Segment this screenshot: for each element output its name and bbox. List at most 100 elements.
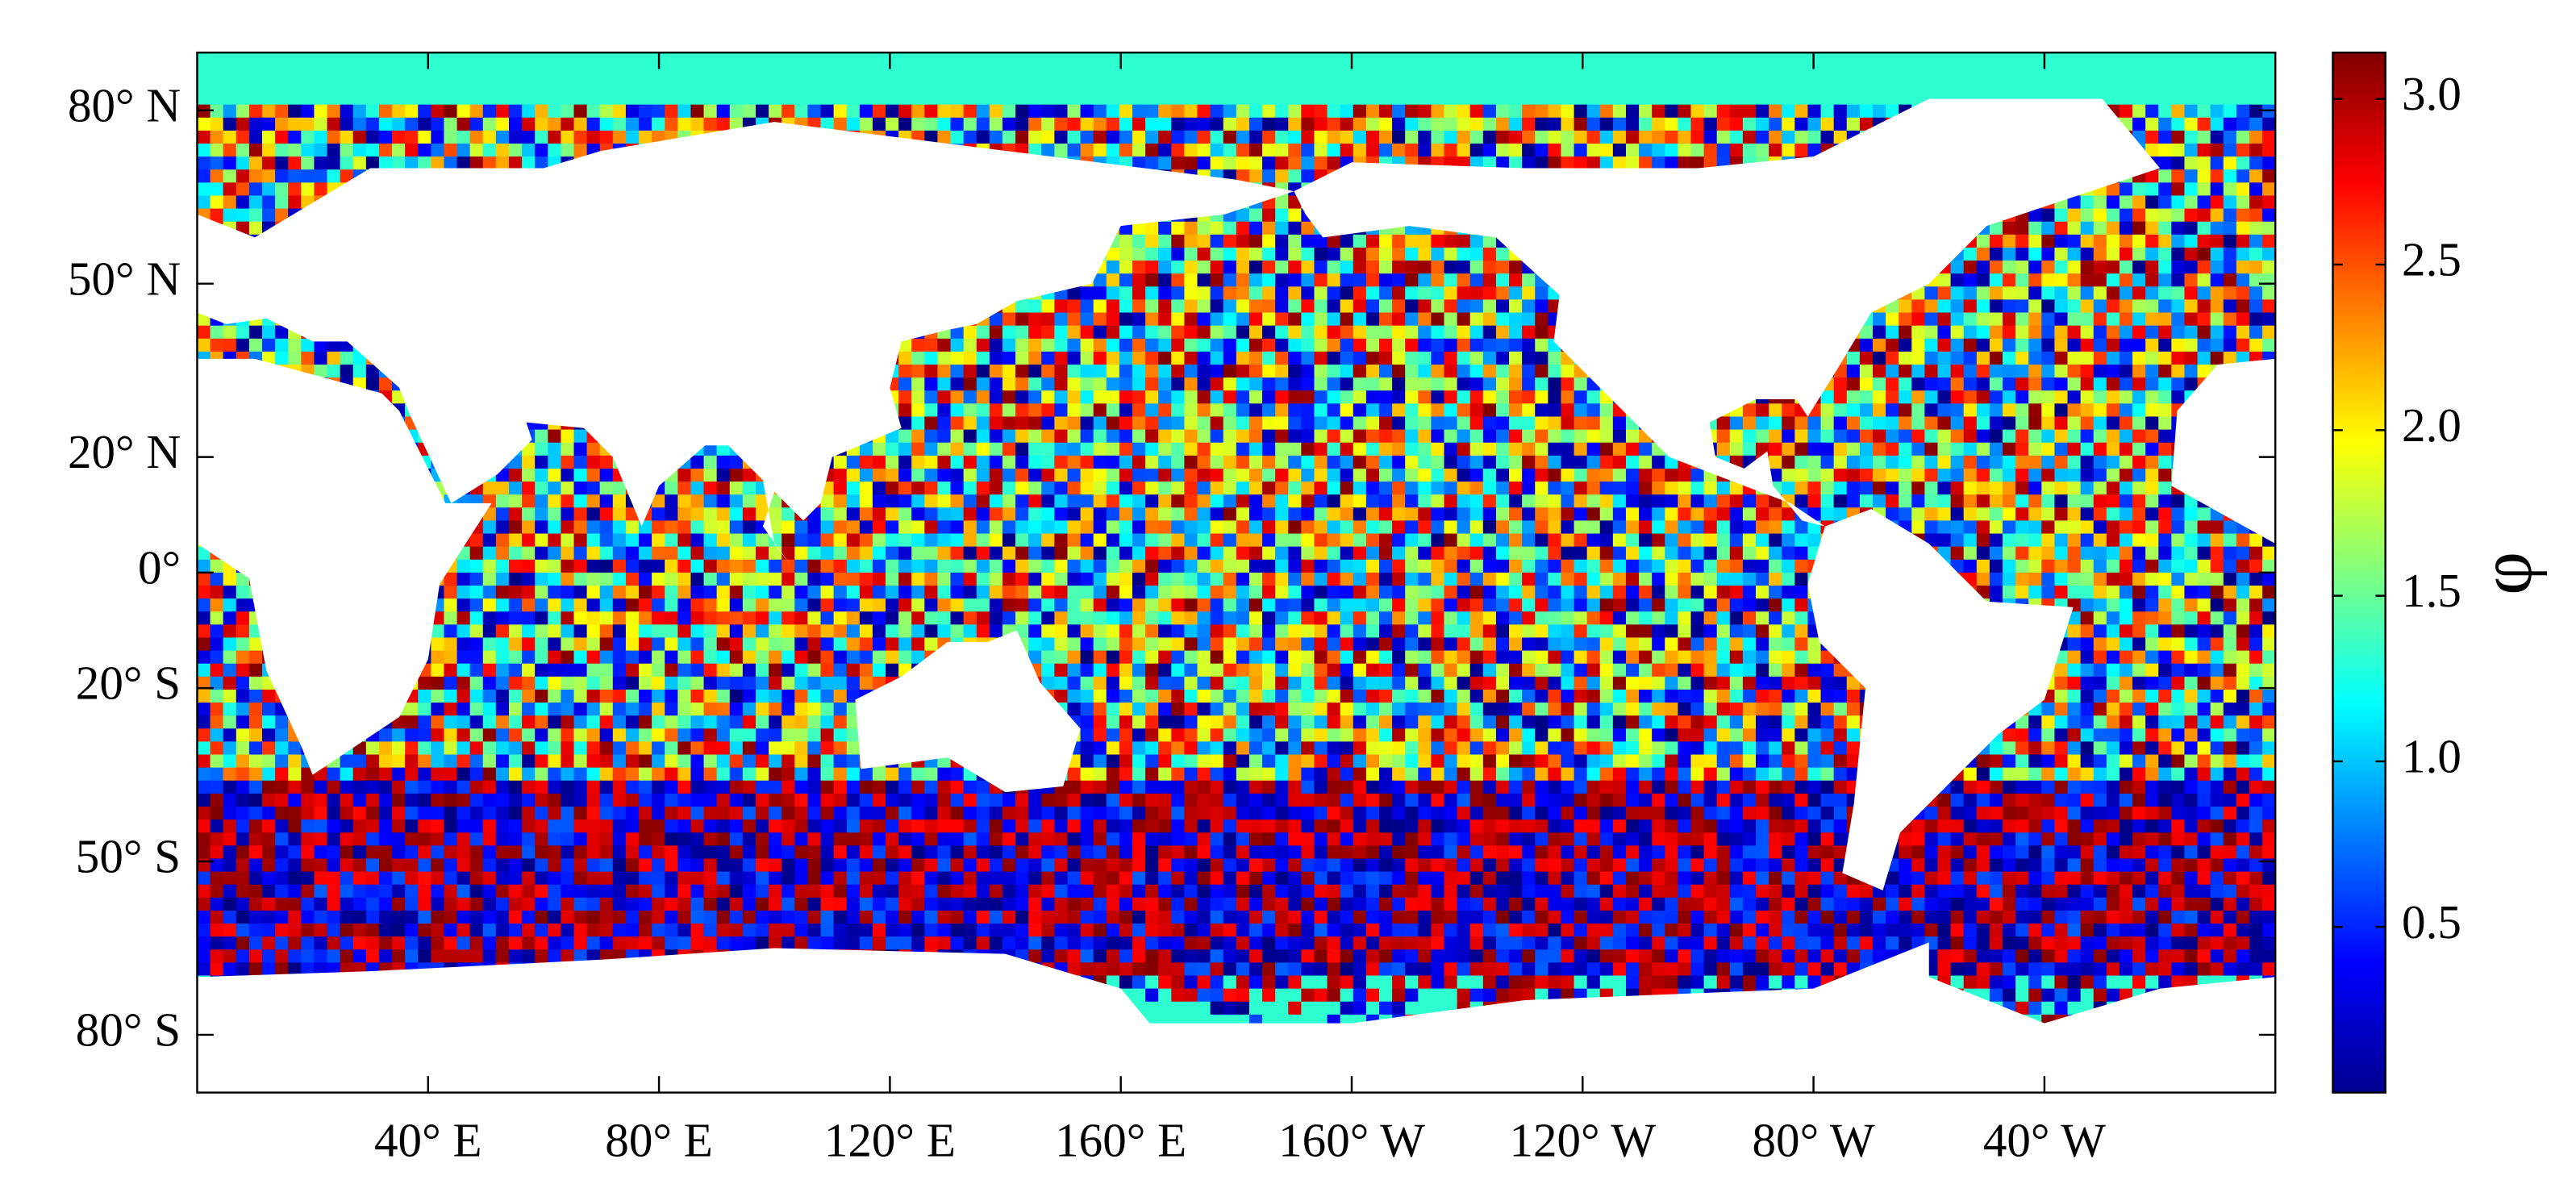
field-cell: [1340, 104, 1354, 119]
field-cell: [1431, 377, 1445, 392]
field-cell: [1924, 286, 1939, 301]
field-cell: [2197, 169, 2211, 184]
field-cell: [2028, 338, 2043, 353]
field-cell: [652, 117, 666, 132]
field-cell: [1535, 144, 1549, 158]
field-cell: [1989, 364, 2004, 379]
field-cell: [1288, 299, 1303, 314]
field-cell: [1522, 286, 1536, 301]
field-cell: [2184, 52, 2199, 67]
field-cell: [2093, 195, 2108, 210]
field-cell: [405, 65, 419, 80]
field-cell: [2119, 234, 2134, 249]
field-cell: [1794, 104, 1809, 119]
field-cell: [2067, 65, 2082, 80]
field-cell: [1509, 144, 1524, 158]
field-cell: [2197, 182, 2211, 197]
field-cell: [1561, 117, 1575, 132]
field-cell: [599, 91, 615, 106]
field-cell: [898, 416, 913, 431]
field-cell: [1886, 377, 1900, 392]
field-cell: [2119, 247, 2134, 262]
field-cell: [1457, 416, 1471, 431]
field-cell: [1275, 221, 1290, 236]
field-cell: [1859, 91, 1874, 106]
field-cell: [2184, 325, 2199, 340]
field-cell: [1469, 299, 1485, 314]
field-cell: [1937, 78, 1952, 93]
field-cell: [508, 117, 523, 132]
field-cell: [1184, 351, 1198, 366]
field-cell: [1431, 325, 1445, 340]
field-cell: [1080, 364, 1094, 379]
field-cell: [2249, 234, 2264, 249]
field-cell: [2223, 208, 2238, 223]
field-cell: [2262, 325, 2276, 340]
field-cell: [1353, 429, 1368, 444]
field-cell: [1041, 429, 1056, 444]
field-cell: [1041, 65, 1056, 80]
field-cell: [1911, 65, 1926, 80]
field-cell: [1158, 273, 1173, 288]
field-cell: [1859, 442, 1874, 457]
field-cell: [197, 195, 211, 210]
field-cell: [1171, 338, 1186, 353]
field-cell: [1482, 416, 1498, 431]
field-cell: [1522, 52, 1536, 67]
field-cell: [1002, 403, 1017, 418]
field-cell: [833, 104, 848, 119]
field-cell: [1210, 144, 1224, 158]
field-cell: [2210, 169, 2225, 184]
field-cell: [248, 208, 264, 223]
field-cell: [1742, 429, 1757, 444]
field-cell: [482, 65, 498, 80]
field-cell: [1561, 429, 1575, 444]
field-cell: [716, 91, 731, 106]
field-cell: [652, 65, 666, 80]
field-cell: [1716, 117, 1732, 132]
field-cell: [1028, 442, 1043, 457]
field-cell: [1846, 403, 1861, 418]
field-cell: [1482, 91, 1498, 106]
field-cell: [2184, 182, 2199, 197]
field-cell: [2145, 429, 2160, 444]
field-cell: [1248, 261, 1264, 275]
field-cell: [652, 91, 666, 106]
field-cell: [573, 78, 588, 93]
field-cell: [1248, 442, 1264, 457]
field-cell: [2171, 299, 2186, 314]
field-cell: [2093, 273, 2108, 288]
field-cell: [352, 364, 368, 379]
field-cell: [1418, 416, 1432, 431]
field-cell: [261, 156, 277, 171]
field-cell: [1301, 403, 1315, 418]
field-cell: [1599, 429, 1615, 444]
field-cell: [1756, 403, 1770, 418]
field-cell: [911, 442, 926, 457]
field-cell: [1378, 325, 1394, 340]
field-cell: [1625, 117, 1640, 132]
field-cell: [1119, 429, 1134, 444]
field-cell: [2145, 78, 2160, 93]
field-cell: [1509, 117, 1524, 132]
field-cell: [2236, 325, 2251, 340]
field-cell: [1314, 416, 1328, 431]
field-cell: [1041, 299, 1056, 314]
field-cell: [1210, 65, 1224, 80]
field-cell: [1509, 442, 1524, 457]
field-cell: [1093, 364, 1108, 379]
field-cell: [1418, 91, 1432, 106]
field-cell: [976, 377, 991, 392]
field-cell: [1197, 156, 1211, 171]
field-cell: [1561, 130, 1575, 145]
field-cell: [1886, 52, 1900, 67]
field-cell: [223, 78, 238, 93]
field-cell: [989, 403, 1004, 418]
field-cell: [1872, 403, 1887, 418]
field-cell: [1275, 390, 1290, 405]
field-cell: [1872, 390, 1887, 405]
field-cell: [275, 156, 290, 171]
field-cell: [1041, 442, 1056, 457]
field-cell: [1392, 234, 1407, 249]
field-cell: [1742, 104, 1757, 119]
